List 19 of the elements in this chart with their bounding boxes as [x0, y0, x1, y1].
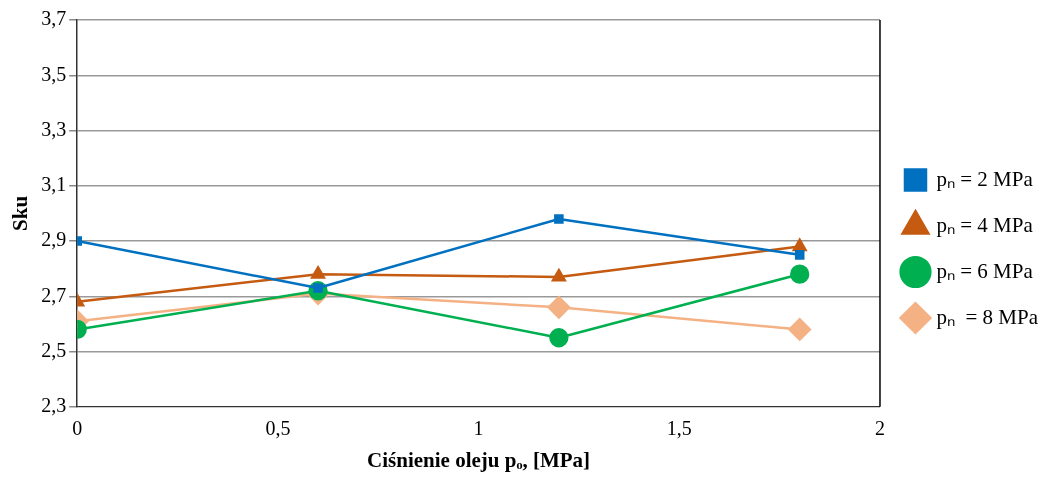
y-tick-label: 3,1: [41, 173, 67, 196]
y-tick-label: 2,3: [41, 394, 67, 417]
x-tick-label: 2: [874, 417, 885, 440]
x-tick-label: 0,5: [265, 417, 291, 440]
x-tick-label: 1: [473, 417, 484, 440]
x-tick-label: 1,5: [666, 417, 692, 440]
legend-label: pₙ = 8 MPa: [936, 304, 1039, 329]
y-axis-title: Sku: [8, 195, 33, 231]
legend-label: pₙ = 2 MPa: [936, 166, 1034, 191]
y-tick-label: 3,3: [41, 117, 67, 140]
y-tick-label: 2,9: [41, 228, 67, 251]
x-axis-title: Ciśnienie oleju pₒ, [MPa]: [367, 447, 591, 472]
y-tick-label: 3,5: [41, 62, 67, 85]
legend-label: pₙ = 4 MPa: [936, 212, 1034, 237]
x-tick-label: 0: [72, 417, 83, 440]
y-tick-label: 2,5: [41, 338, 67, 361]
y-tick-label: 3,7: [41, 7, 67, 30]
y-tick-label: 2,7: [41, 283, 67, 306]
legend-label: pₙ = 6 MPa: [936, 258, 1034, 283]
